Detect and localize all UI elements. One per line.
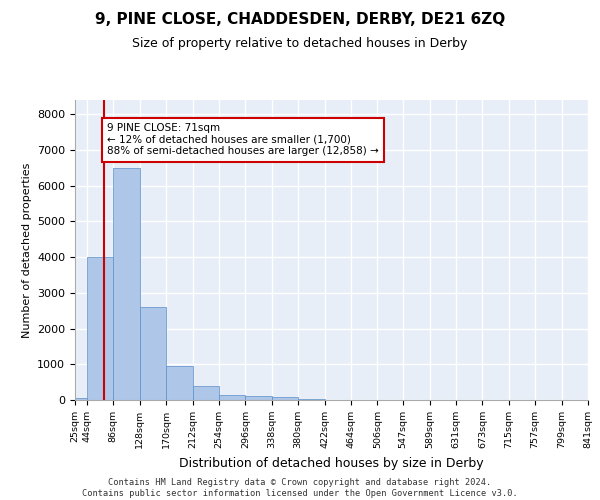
Text: 9 PINE CLOSE: 71sqm
← 12% of detached houses are smaller (1,700)
88% of semi-det: 9 PINE CLOSE: 71sqm ← 12% of detached ho… bbox=[107, 123, 379, 156]
Text: 9, PINE CLOSE, CHADDESDEN, DERBY, DE21 6ZQ: 9, PINE CLOSE, CHADDESDEN, DERBY, DE21 6… bbox=[95, 12, 505, 28]
Bar bbox=[113, 168, 140, 400]
Text: Size of property relative to detached houses in Derby: Size of property relative to detached ho… bbox=[133, 38, 467, 51]
Bar bbox=[166, 366, 193, 400]
Bar bbox=[193, 386, 219, 400]
Bar bbox=[87, 257, 113, 400]
Text: Contains HM Land Registry data © Crown copyright and database right 2024.
Contai: Contains HM Land Registry data © Crown c… bbox=[82, 478, 518, 498]
Bar bbox=[219, 394, 245, 400]
Y-axis label: Number of detached properties: Number of detached properties bbox=[22, 162, 32, 338]
Bar bbox=[298, 399, 325, 400]
Bar bbox=[245, 396, 272, 400]
X-axis label: Distribution of detached houses by size in Derby: Distribution of detached houses by size … bbox=[179, 456, 484, 469]
Bar bbox=[272, 398, 298, 400]
Bar bbox=[75, 398, 87, 400]
Bar bbox=[140, 307, 166, 400]
